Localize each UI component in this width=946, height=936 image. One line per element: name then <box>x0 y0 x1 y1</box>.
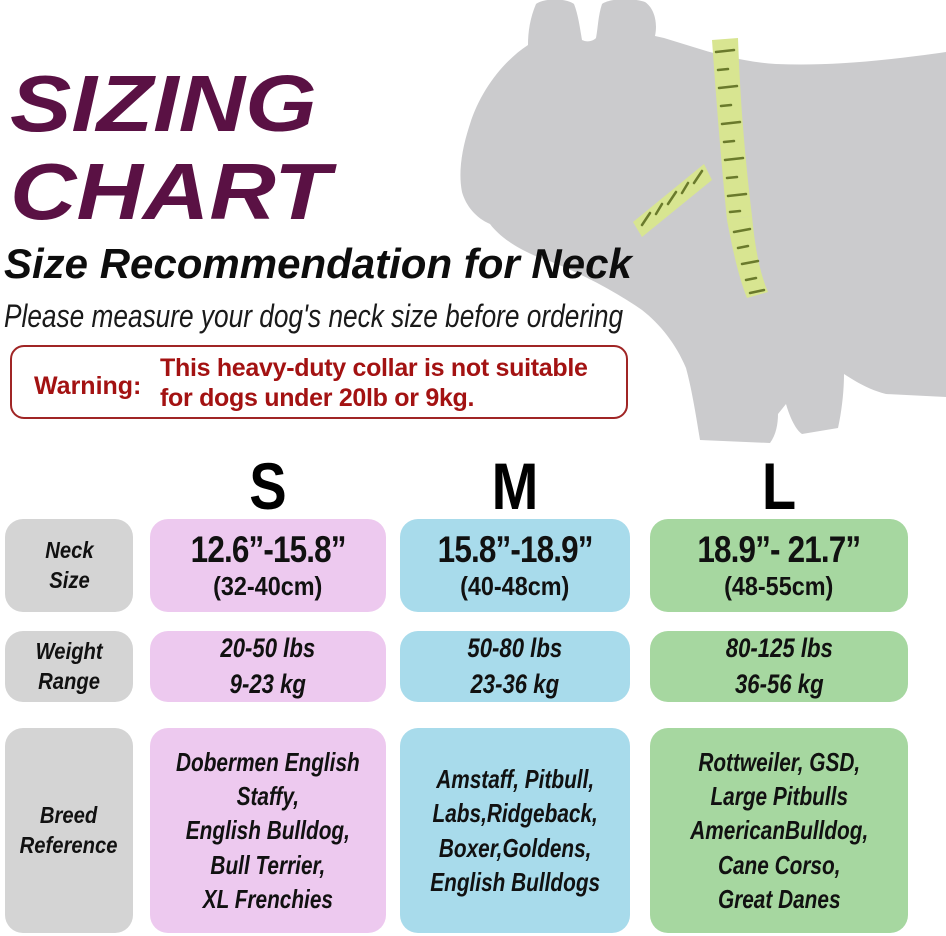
breed-reference-cell-l: Rottweiler, GSD, Large Pitbulls American… <box>650 728 908 933</box>
measuring-tape <box>633 38 768 298</box>
tape-tick-marks <box>640 48 766 295</box>
neck-size-cell-l: 18.9”- 21.7” (48-55cm) <box>650 519 908 612</box>
warning-label: Warning: <box>34 372 142 400</box>
neck-size-m-cm: (40-48cm) <box>460 571 570 601</box>
subtitle: Size Recommendation for Neck <box>4 240 632 287</box>
breed-reference-cell-m: Amstaff, Pitbull, Labs,Ridgeback, Boxer,… <box>400 728 630 933</box>
breed-reference-cell-s: Dobermen English Staffy, English Bulldog… <box>150 728 386 933</box>
page-title: SIZING CHART <box>10 60 330 236</box>
neck-size-l-cm: (48-55cm) <box>724 571 834 601</box>
neck-size-l-inches: 18.9”- 21.7” <box>697 529 862 570</box>
warning-box: Warning: This heavy-duty collar is not s… <box>10 345 628 419</box>
warning-message: This heavy-duty collar is not suitable f… <box>160 354 588 412</box>
neck-size-cell-s: 12.6”-15.8” (32-40cm) <box>150 519 386 612</box>
weight-range-cell-s: 20-50 lbs 9-23 kg <box>150 631 386 702</box>
page-title-line2: CHART <box>10 147 331 236</box>
column-header-l: L <box>761 449 797 523</box>
row-label-neck-size: Neck Size <box>5 519 133 612</box>
dog-silhouette <box>460 0 946 443</box>
column-header-m: M <box>491 449 539 523</box>
neck-size-s-inches: 12.6”-15.8” <box>190 529 346 570</box>
column-header-s: S <box>249 449 287 523</box>
dog-measuring-tape-illustration <box>460 0 946 443</box>
row-label-weight-range: Weight Range <box>5 631 133 702</box>
neck-size-m-inches: 15.8”-18.9” <box>437 529 593 570</box>
weight-range-cell-m: 50-80 lbs 23-36 kg <box>400 631 630 702</box>
page-title-line1: SIZING <box>10 59 317 148</box>
measure-note: Please measure your dog's neck size befo… <box>4 298 624 334</box>
row-label-breed-reference: Breed Reference <box>5 728 133 933</box>
weight-range-cell-l: 80-125 lbs 36-56 kg <box>650 631 908 702</box>
neck-size-cell-m: 15.8”-18.9” (40-48cm) <box>400 519 630 612</box>
neck-size-s-cm: (32-40cm) <box>213 571 323 601</box>
